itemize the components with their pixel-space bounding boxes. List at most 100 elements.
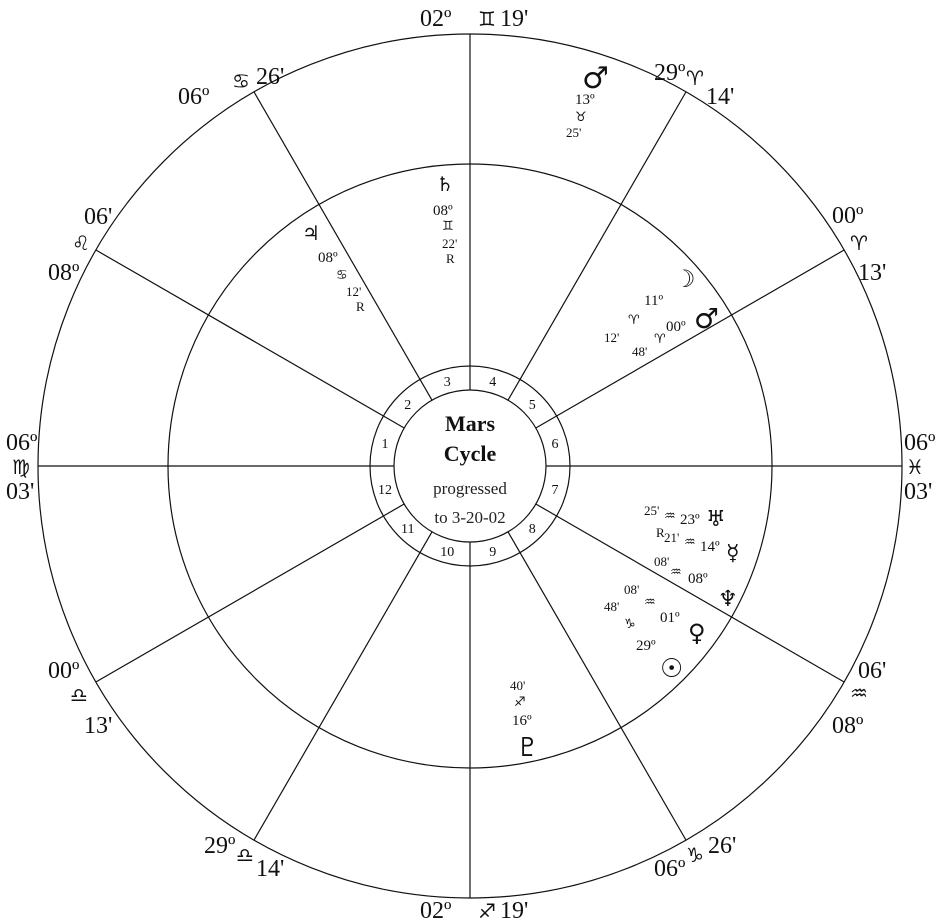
- virgo-icon: ♍: [12, 455, 30, 479]
- planet-neptune: 08' ♒ 08º ♆: [654, 554, 738, 612]
- cusp-label-right-lower: 06' ♒ 08º: [832, 658, 886, 739]
- pluto-icon: ♇: [516, 733, 539, 763]
- planet-minutes: 40': [510, 678, 525, 693]
- cusp-line: [519, 91, 687, 380]
- cancer-icon: ♋: [232, 69, 250, 93]
- house-number-12: 12: [378, 483, 392, 498]
- house-divider-line: [507, 379, 521, 401]
- cusp-line: [556, 249, 845, 417]
- aquarius-icon: ♒: [670, 565, 682, 580]
- house-divider-line: [419, 379, 433, 401]
- cusp-label-bottom: 02º ♐ 19': [420, 898, 528, 924]
- cusp-degree: 29º: [654, 60, 686, 86]
- cusp-minutes: 13': [84, 713, 112, 739]
- cusp-minutes: 26': [708, 833, 736, 859]
- house-number-2: 2: [404, 398, 411, 413]
- house-divider-line: [535, 415, 557, 429]
- planet-minutes: 22': [442, 236, 457, 251]
- cusp-minutes: 13': [858, 260, 886, 286]
- house-number-11: 11: [401, 522, 414, 537]
- cusp-minutes: 06': [84, 204, 112, 230]
- mars-icon: ♂: [694, 302, 719, 335]
- planet-degree: 01º: [660, 610, 680, 626]
- center-subtitle-line1: progressed: [433, 479, 507, 498]
- aquarius-icon: ♒: [644, 595, 656, 610]
- cusp-line: [253, 91, 421, 380]
- cusp-minutes: 14': [256, 856, 284, 882]
- retrograde-marker: R: [356, 299, 365, 314]
- cusp-minutes: 14': [706, 84, 734, 110]
- planet-minutes: 08': [624, 582, 639, 597]
- capricorn-icon: ♑: [624, 617, 636, 632]
- cusp-degree: 00º: [832, 203, 864, 229]
- planet-degree: 29º: [636, 638, 656, 654]
- cusp-minutes: 19': [500, 898, 528, 924]
- planet-saturn: ♄ 08º ♊ 22' R: [433, 172, 457, 266]
- house-number-9: 9: [489, 545, 496, 560]
- cusp-line: [556, 515, 845, 683]
- cusp-minutes: 03': [6, 479, 34, 505]
- cusp-label-lower-left: 29º ♎ 14': [204, 833, 284, 882]
- house-cusp-lines: [38, 34, 902, 898]
- gemini-icon: ♊: [478, 7, 496, 31]
- cusp-label-left-lower: 00º ♎ 13': [48, 658, 112, 739]
- planet-minutes: 12': [604, 330, 619, 345]
- house-number-ring: [369, 365, 571, 567]
- house-number-8: 8: [529, 522, 536, 537]
- house-number-1: 1: [381, 437, 388, 452]
- saturn-icon: ♄: [436, 172, 454, 196]
- mars-icon: ♂: [582, 61, 609, 96]
- planet-degree: 16º: [512, 713, 532, 729]
- planet-minutes: 12': [346, 284, 361, 299]
- cusp-label-right: 06º ♓ 03': [904, 430, 936, 505]
- cusp-degree: 08º: [48, 260, 80, 286]
- house-number-10: 10: [440, 545, 454, 560]
- planet-venus: 08' ♒ 01º ♀: [624, 582, 706, 647]
- cusp-degree: 06º: [904, 430, 936, 456]
- cusp-line: [519, 552, 687, 841]
- center-subtitle-line2: to 3-20-02: [434, 508, 505, 527]
- uranus-icon: ♅: [706, 507, 726, 532]
- house-number-5: 5: [529, 398, 536, 413]
- cusp-label-left-upper: 06' ♌ 08º: [48, 204, 112, 286]
- center-title-line2: Cycle: [444, 441, 497, 466]
- sagittarius-icon: ♐: [514, 695, 526, 710]
- planet-minutes: 25': [566, 125, 581, 140]
- cusp-degree: 08º: [832, 713, 864, 739]
- sun-icon: ☉: [660, 654, 683, 684]
- house-divider-lines: [370, 366, 570, 566]
- planet-mars-outer: ♂ 13º ♉ 25': [566, 61, 609, 140]
- cancer-icon: ♋: [336, 268, 348, 283]
- aries-icon: ♈: [686, 66, 704, 90]
- libra-icon: ♎: [70, 683, 88, 707]
- planet-minutes: 25': [644, 503, 659, 518]
- aquarius-icon: ♒: [850, 681, 868, 705]
- cusp-minutes: 19': [500, 6, 528, 32]
- cusp-label-upper-left: 06º ♋ 26': [178, 64, 284, 110]
- cusp-label-left: 06º ♍ 03': [6, 430, 38, 505]
- planet-degree: 08º: [433, 203, 453, 219]
- cusp-minutes: 26': [256, 64, 284, 90]
- neptune-icon: ♆: [718, 587, 738, 612]
- jupiter-icon: ♃: [302, 221, 320, 245]
- planet-degree: 08º: [318, 250, 338, 266]
- aries-icon: ♈: [628, 313, 640, 328]
- mercury-icon: ☿: [726, 541, 740, 566]
- moon-icon: ☽: [674, 265, 696, 293]
- planet-uranus: 25' ♒ 23º ♅: [644, 503, 726, 532]
- house-divider-line: [383, 415, 405, 429]
- planet-mars-inner: ♂ 00º ♈ 48': [632, 302, 719, 359]
- cusp-degree: 02º: [420, 898, 452, 924]
- house-number-7: 7: [552, 483, 559, 498]
- house-divider-line: [535, 503, 557, 517]
- gemini-icon: ♊: [442, 219, 454, 234]
- house-divider-line: [507, 531, 521, 553]
- cusp-label-upper-right: 29º ♈ 14': [654, 60, 734, 110]
- taurus-icon: ♉: [575, 110, 587, 125]
- cusp-label-lower-right: 06º ♑ 26': [654, 833, 736, 882]
- cusp-line: [253, 552, 421, 841]
- retrograde-marker: R: [656, 525, 665, 540]
- cusp-label-top: 02º ♊ 19': [420, 6, 528, 32]
- cusp-label-right-upper: 00º ♈ 13': [832, 203, 886, 286]
